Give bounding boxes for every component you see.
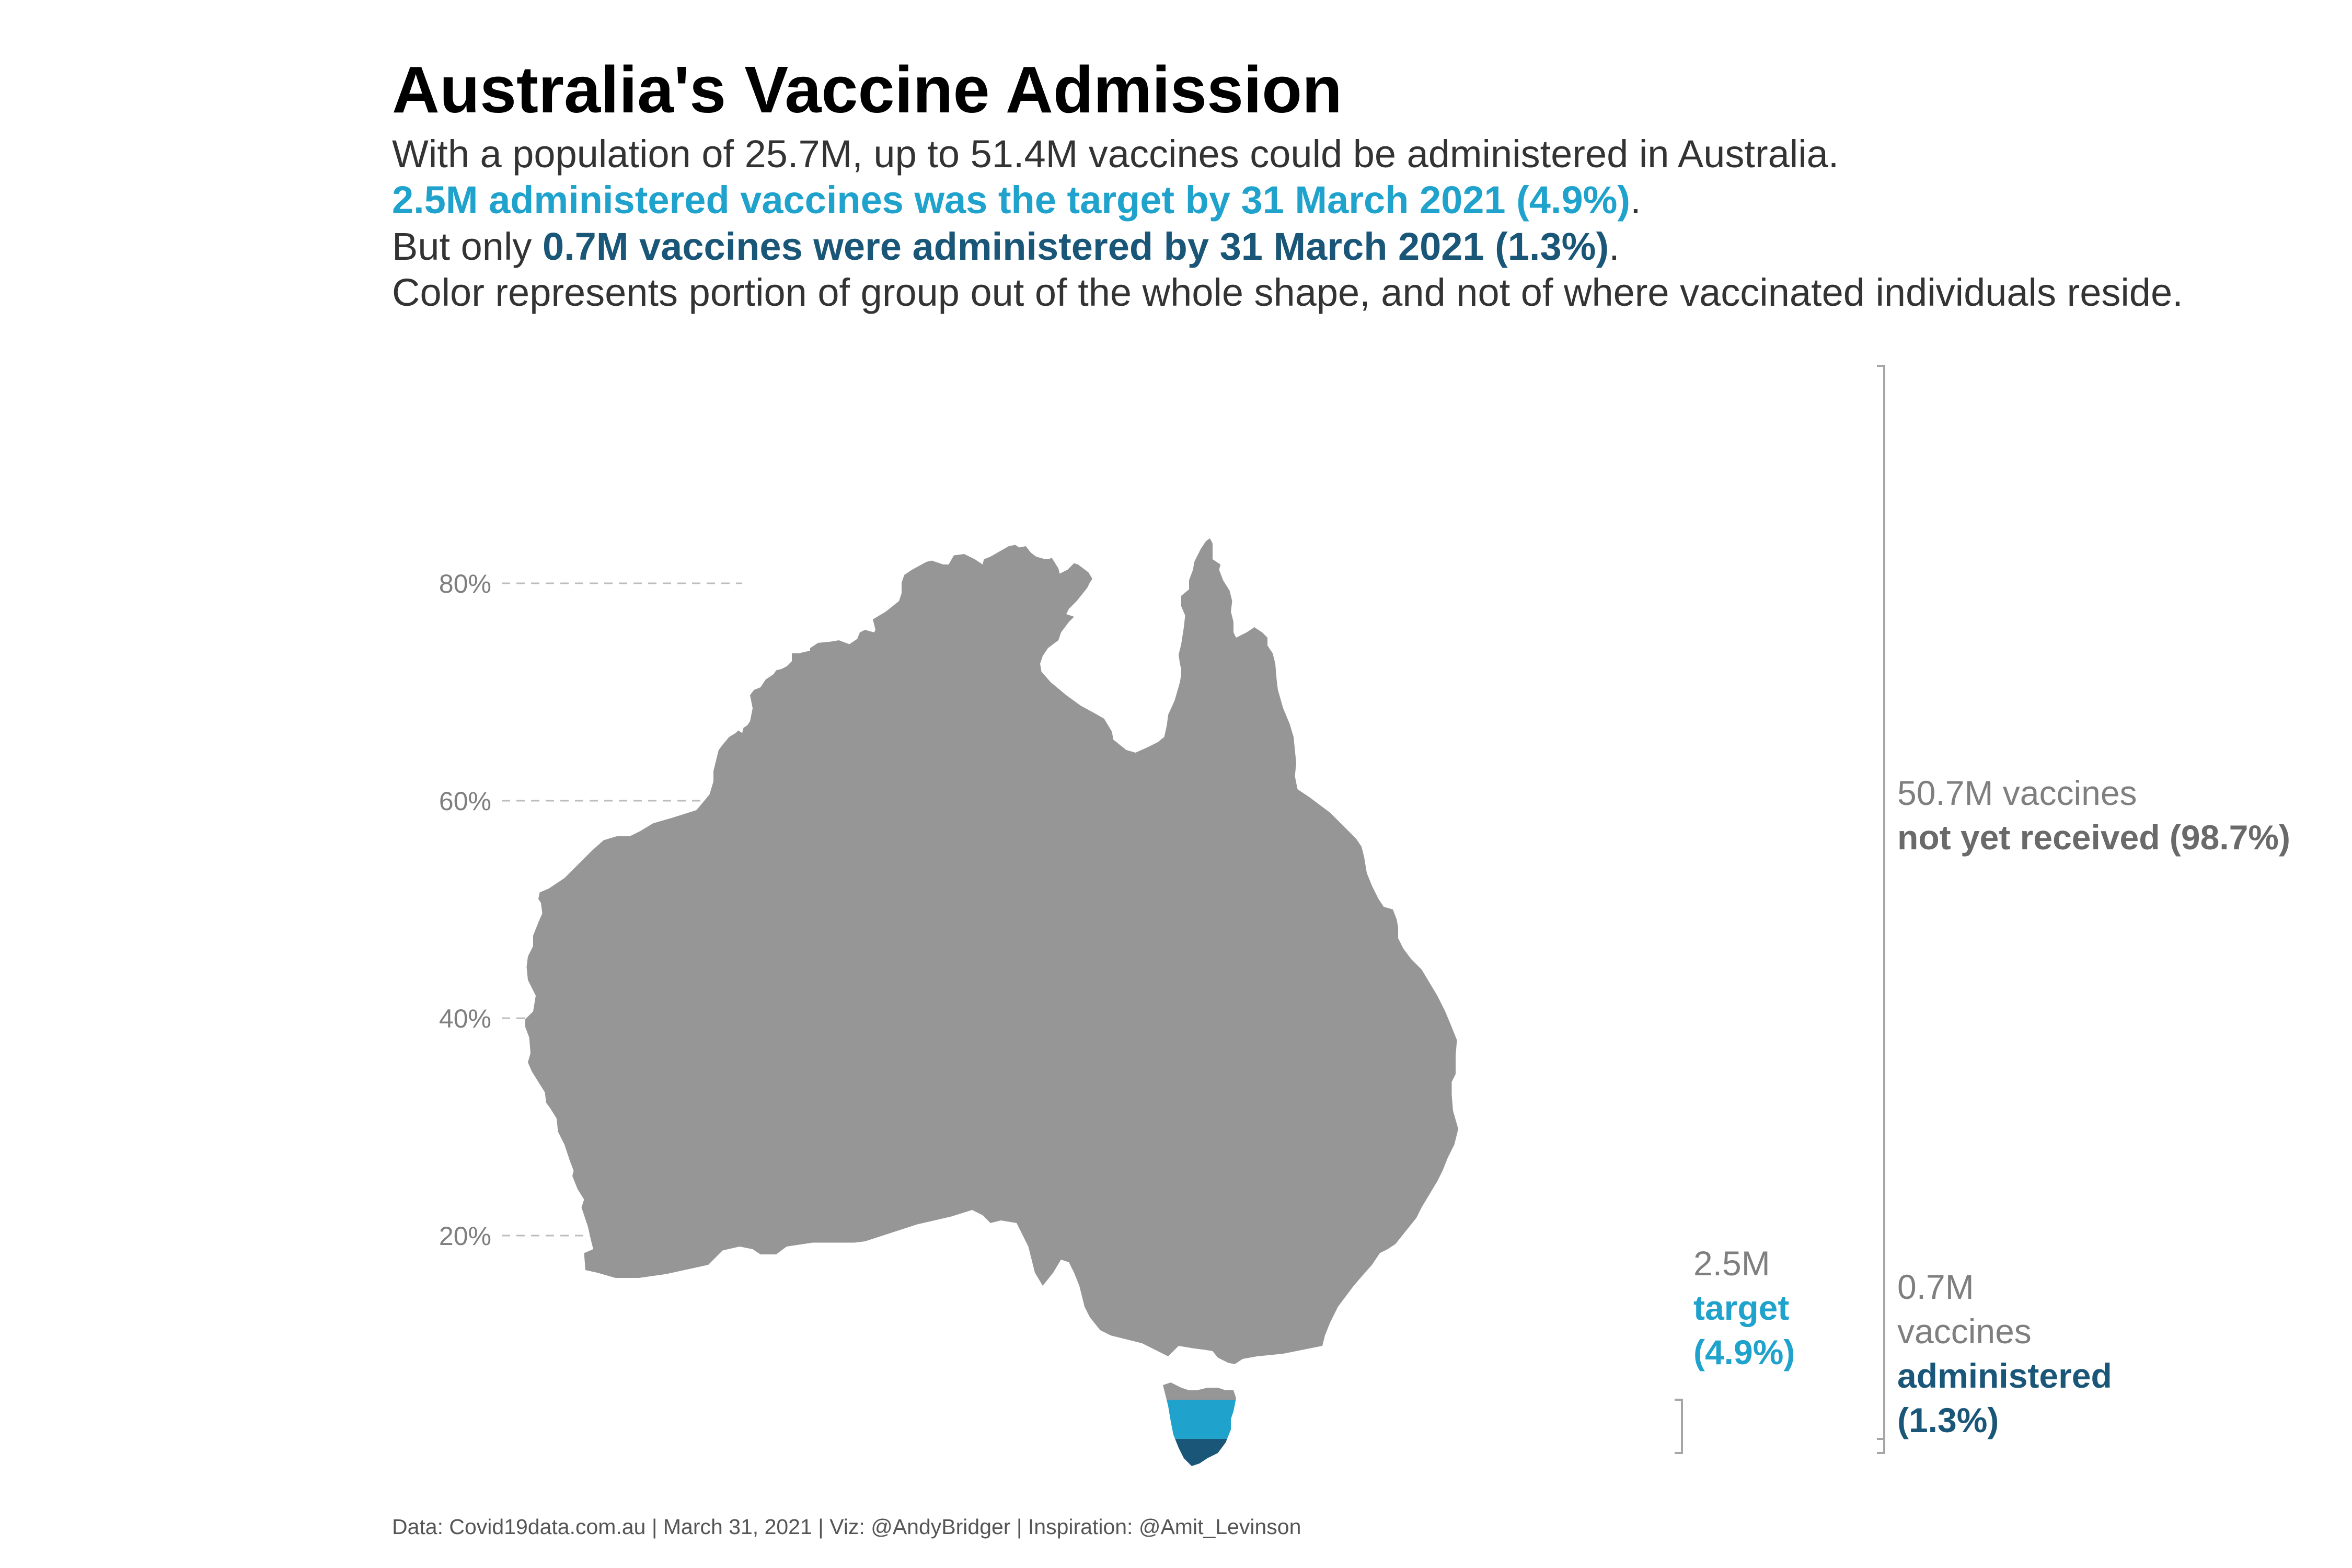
subtitle-line-2-end: . — [1630, 178, 1641, 222]
map-band-not-received — [525, 538, 1458, 1400]
administered-percent: (1.3%) — [1897, 1401, 1999, 1439]
target-percent: (4.9%) — [1693, 1333, 1795, 1371]
target-value: 2.5M — [1693, 1244, 1770, 1283]
bracket-administered — [1877, 1437, 1885, 1454]
bracket-target — [1675, 1399, 1683, 1454]
y-tick-label-0: 80% — [439, 569, 491, 598]
subtitle-line-3: But only 0.7M vaccines were administered… — [392, 225, 1620, 268]
subtitle-line-3-end: . — [1609, 225, 1620, 268]
map-band-target — [525, 1400, 1458, 1439]
target-label: 2.5M target (4.9%) — [1693, 1244, 1795, 1371]
not-received-label: 50.7M vaccines not yet received (98.7%) — [1897, 774, 2290, 857]
subtitle-line-1: With a population of 25.7M, up to 51.4M … — [392, 132, 1839, 176]
administered-unit: vaccines — [1897, 1312, 2032, 1351]
not-received-desc: not yet received (98.7%) — [1897, 818, 2290, 857]
bracket-not-received — [1877, 365, 1885, 1440]
subtitle-administered-text: 0.7M vaccines were administered by 31 Ma… — [543, 225, 1609, 268]
target-desc: target — [1693, 1288, 1789, 1327]
chart-title: Australia's Vaccine Admission — [392, 53, 1342, 126]
y-tick-label-2: 40% — [439, 1004, 491, 1033]
y-tick-label-1: 60% — [439, 787, 491, 816]
group-brackets — [1675, 365, 1885, 1454]
subtitle-target-text: 2.5M administered vaccines was the targe… — [392, 178, 1630, 222]
australia-map — [525, 538, 1458, 1466]
not-received-value: 50.7M vaccines — [1897, 774, 2137, 812]
administered-label: 0.7M vaccines administered (1.3%) — [1897, 1267, 2112, 1439]
subtitle-line-2: 2.5M administered vaccines was the targe… — [392, 178, 1641, 222]
y-tick-label-3: 20% — [439, 1221, 491, 1251]
source-caption: Data: Covid19data.com.au | March 31, 202… — [392, 1515, 1301, 1539]
map-shape — [525, 538, 1458, 1466]
subtitle-line-3-start: But only — [392, 225, 543, 268]
subtitle-line-4: Color represents portion of group out of… — [392, 271, 2183, 314]
administered-value: 0.7M — [1897, 1267, 1974, 1306]
administered-desc: administered — [1897, 1356, 2112, 1395]
